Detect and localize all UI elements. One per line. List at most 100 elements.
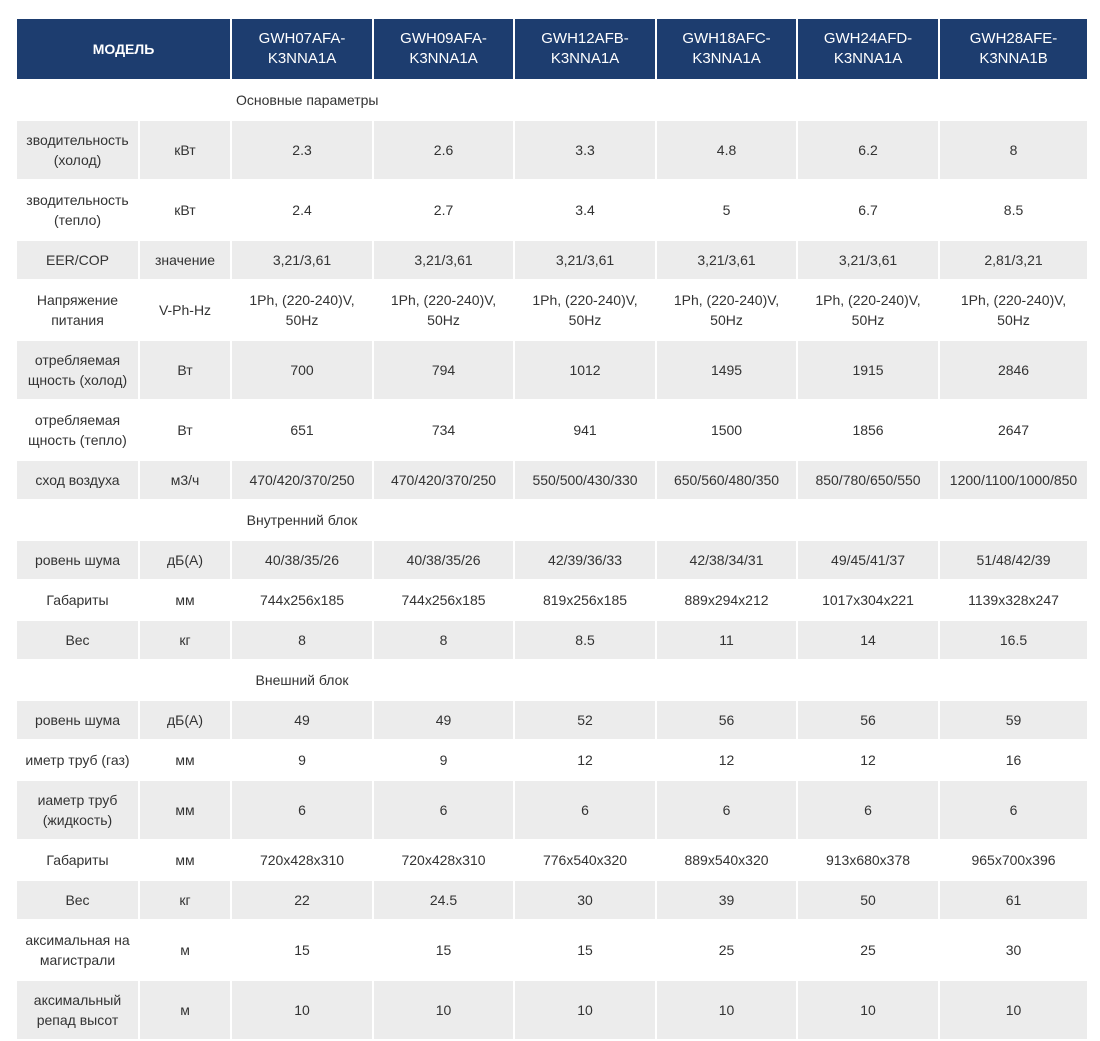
empty-cell <box>15 659 140 701</box>
value-cell: 61 <box>938 879 1090 921</box>
value-cell: 40/38/35/26 <box>372 539 516 581</box>
value-cell: 720x428x310 <box>372 839 516 881</box>
value-cell: 6.2 <box>796 119 941 181</box>
param-label: Габариты <box>15 839 140 881</box>
page: МОДЕЛЬ GWH07AFA-K3NNA1A GWH09AFA-K3NNA1A GW… <box>14 17 1090 1041</box>
data-row: сход воздуха м3/ч 470/420/370/250 470/420/3… <box>15 459 1090 501</box>
empty-cell <box>655 659 799 701</box>
unit-label: мм <box>137 839 233 881</box>
param-label: Вес <box>15 879 140 921</box>
value-cell: 16 <box>938 739 1090 781</box>
value-cell: 15 <box>230 919 375 981</box>
data-row: ровень шума дБ(А) 40/38/35/26 40/38/35/26 42… <box>15 539 1090 581</box>
value-cell: 14 <box>796 619 941 661</box>
value-cell: 1Ph, (220-240)V, 50Hz <box>938 279 1090 341</box>
empty-cell <box>938 79 1090 121</box>
value-cell: 1017x304x221 <box>796 579 941 621</box>
section-title: Основные параметры <box>230 79 378 121</box>
value-cell: 8.5 <box>938 179 1090 241</box>
data-row: отребляемая щность (холод) Вт 700 794 1012 14… <box>15 339 1090 401</box>
unit-label: значение <box>137 239 233 281</box>
unit-label: мм <box>137 739 233 781</box>
value-cell: 651 <box>230 399 375 461</box>
value-cell: 2846 <box>938 339 1090 401</box>
value-cell: 15 <box>372 919 516 981</box>
value-cell: 470/420/370/250 <box>230 459 375 501</box>
value-cell: 470/420/370/250 <box>372 459 516 501</box>
value-cell: 42/38/34/31 <box>655 539 799 581</box>
value-cell: 8 <box>938 119 1090 181</box>
data-row: Габариты мм 720x428x310 720x428x310 776x540x… <box>15 839 1090 881</box>
value-cell: 12 <box>796 739 941 781</box>
value-cell: 16.5 <box>938 619 1090 661</box>
value-cell: 2.3 <box>230 119 375 181</box>
param-label: аксимальный репад высот <box>15 979 140 1041</box>
value-cell: 1Ph, (220-240)V, 50Hz <box>372 279 516 341</box>
param-label: Вес <box>15 619 140 661</box>
empty-cell <box>137 659 233 701</box>
empty-cell <box>655 499 799 541</box>
param-label: Напряжение питания <box>15 279 140 341</box>
value-cell: 1200/1100/1000/850 <box>938 459 1090 501</box>
value-cell: 1856 <box>796 399 941 461</box>
value-cell: 1Ph, (220-240)V, 50Hz <box>513 279 658 341</box>
value-cell: 51/48/42/39 <box>938 539 1090 581</box>
param-label: отребляемая щность (холод) <box>15 339 140 401</box>
table-body: Основные параметры зводительность (холод)… <box>15 79 1090 1041</box>
value-cell: 10 <box>513 979 658 1041</box>
value-cell: 6 <box>372 779 516 841</box>
data-row: иметр труб (газ) мм 9 9 12 12 12 16 <box>15 739 1090 781</box>
unit-label: кг <box>137 879 233 921</box>
param-label: зводительность (холод) <box>15 119 140 181</box>
value-cell: 2,81/3,21 <box>938 239 1090 281</box>
value-cell: 56 <box>796 699 941 741</box>
value-cell: 52 <box>513 699 658 741</box>
empty-cell <box>513 659 658 701</box>
section-row: Внешний блок <box>15 659 1090 701</box>
model-header: GWH07AFA-K3NNA1A <box>230 17 375 81</box>
unit-label: мм <box>137 779 233 841</box>
value-cell: 22 <box>230 879 375 921</box>
param-label: EER/COP <box>15 239 140 281</box>
value-cell: 2.4 <box>230 179 375 241</box>
unit-label: кВт <box>137 179 233 241</box>
value-cell: 941 <box>513 399 658 461</box>
value-cell: 50 <box>796 879 941 921</box>
unit-label: дБ(А) <box>137 699 233 741</box>
value-cell: 10 <box>796 979 941 1041</box>
value-cell: 12 <box>655 739 799 781</box>
value-cell: 9 <box>230 739 375 781</box>
model-header: GWH12AFB-K3NNA1A <box>513 17 658 81</box>
value-cell: 1Ph, (220-240)V, 50Hz <box>796 279 941 341</box>
data-row: Габариты мм 744x256x185 744x256x185 819x256x… <box>15 579 1090 621</box>
value-cell: 30 <box>513 879 658 921</box>
value-cell: 794 <box>372 339 516 401</box>
empty-cell <box>796 499 941 541</box>
spec-table: МОДЕЛЬ GWH07AFA-K3NNA1A GWH09AFA-K3NNA1A GW… <box>14 17 1090 1041</box>
value-cell: 10 <box>655 979 799 1041</box>
value-cell: 6 <box>938 779 1090 841</box>
unit-label: м <box>137 919 233 981</box>
value-cell: 2.7 <box>372 179 516 241</box>
model-header: GWH24AFD-K3NNA1A <box>796 17 941 81</box>
param-label: ровень шума <box>15 539 140 581</box>
model-header: GWH28AFE-K3NNA1B <box>938 17 1090 81</box>
empty-cell <box>372 499 516 541</box>
value-cell: 6 <box>513 779 658 841</box>
empty-cell <box>796 79 941 121</box>
param-label: ровень шума <box>15 699 140 741</box>
value-cell: 3,21/3,61 <box>372 239 516 281</box>
unit-label: кВт <box>137 119 233 181</box>
value-cell: 49/45/41/37 <box>796 539 941 581</box>
value-cell: 1Ph, (220-240)V, 50Hz <box>230 279 375 341</box>
value-cell: 1139x328x247 <box>938 579 1090 621</box>
value-cell: 11 <box>655 619 799 661</box>
param-label: иметр труб (газ) <box>15 739 140 781</box>
section-row: Внутренний блок <box>15 499 1090 541</box>
param-label: Габариты <box>15 579 140 621</box>
section-title: Внутренний блок <box>230 499 375 541</box>
value-cell: 889x540x320 <box>655 839 799 881</box>
data-row: аксимальная на магистрали м 15 15 15 25 25 30 <box>15 919 1090 981</box>
data-row: иаметр труб (жидкость) мм 6 6 6 6 6 6 <box>15 779 1090 841</box>
data-row: Вес кг 8 8 8.5 11 14 16.5 <box>15 619 1090 661</box>
